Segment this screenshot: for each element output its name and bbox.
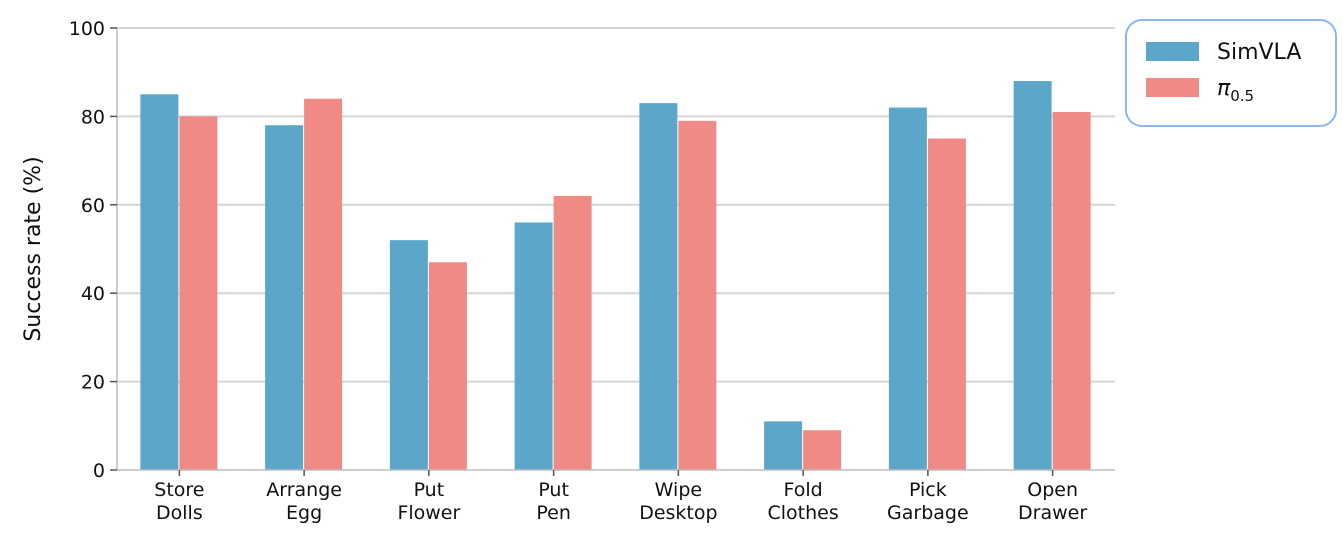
bar-pi05 bbox=[1052, 111, 1091, 470]
x-tick-label: Flower bbox=[397, 502, 460, 524]
legend-box bbox=[1125, 19, 1337, 127]
bar-pi05 bbox=[678, 120, 717, 470]
y-axis-label: Success rate (%) bbox=[21, 156, 46, 341]
y-tick-label: 0 bbox=[93, 460, 105, 482]
bar-simvla bbox=[140, 94, 179, 471]
bar-simvla bbox=[389, 240, 428, 470]
bar-pi05 bbox=[304, 98, 343, 470]
y-tick-label: 100 bbox=[69, 18, 105, 40]
bar-pi05 bbox=[553, 195, 592, 470]
x-tick-label: Drawer bbox=[1018, 502, 1087, 524]
x-ticks: StoreDollsArrangeEggPutFlowerPutPenWipeD… bbox=[154, 470, 1087, 524]
y-tick-label: 20 bbox=[81, 372, 105, 394]
x-tick-label: Wipe bbox=[655, 479, 702, 501]
legend-swatch bbox=[1146, 78, 1199, 97]
bar-pi05 bbox=[803, 430, 842, 470]
bar-simvla bbox=[639, 103, 678, 470]
bar-simvla bbox=[764, 421, 803, 470]
bar-simvla bbox=[265, 125, 304, 471]
legend-label: SimVLA bbox=[1217, 40, 1301, 65]
y-tick-label: 80 bbox=[81, 106, 105, 128]
x-tick-label: Put bbox=[538, 479, 569, 501]
y-ticks: 0 20 40 60 80 100 bbox=[69, 18, 117, 482]
x-tick-label: Dolls bbox=[156, 502, 203, 524]
x-tick-label: Garbage bbox=[887, 502, 969, 524]
y-tick-label: 60 bbox=[81, 195, 105, 217]
legend: SimVLA π0.5 bbox=[1125, 19, 1337, 127]
bar-pi05 bbox=[927, 138, 966, 470]
bars bbox=[140, 81, 1091, 471]
legend-label: π0.5 bbox=[1217, 76, 1254, 105]
x-tick-label: Egg bbox=[286, 502, 322, 524]
x-tick-label: Arrange bbox=[266, 479, 342, 501]
bar-simvla bbox=[888, 107, 927, 470]
x-tick-label: Pick bbox=[909, 479, 947, 501]
x-tick-label: Desktop bbox=[639, 502, 717, 524]
x-tick-label: Put bbox=[414, 479, 445, 501]
y-tick-label: 40 bbox=[81, 283, 105, 305]
x-tick-label: Clothes bbox=[768, 502, 839, 524]
x-tick-label: Pen bbox=[536, 502, 571, 524]
bar-simvla bbox=[1013, 81, 1052, 470]
x-tick-label: Open bbox=[1027, 479, 1078, 501]
bar-pi05 bbox=[179, 116, 218, 471]
bar-simvla bbox=[514, 222, 553, 470]
x-tick-label: Fold bbox=[784, 479, 823, 501]
bar-pi05 bbox=[428, 262, 467, 470]
x-tick-label: Store bbox=[154, 479, 204, 501]
legend-swatch bbox=[1146, 42, 1199, 61]
